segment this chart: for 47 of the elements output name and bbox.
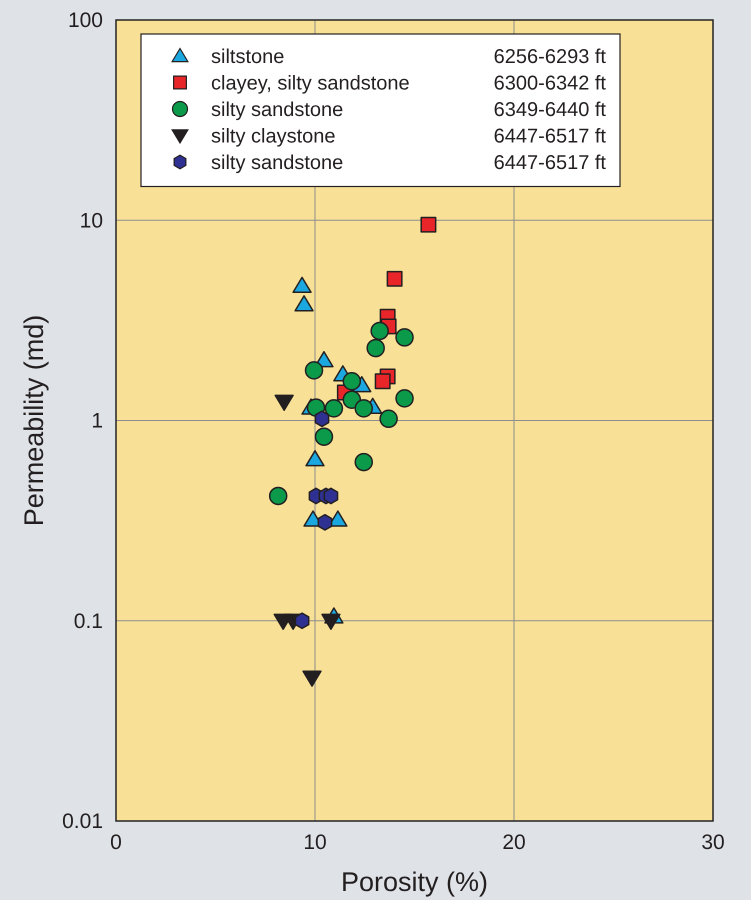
y-tick-label: 1 <box>91 410 103 432</box>
legend-label: siltstone <box>211 46 284 68</box>
point <box>379 410 398 428</box>
point <box>370 322 389 340</box>
point <box>354 399 374 418</box>
y-tick-label: 100 <box>68 9 103 32</box>
point <box>305 450 325 466</box>
point <box>420 216 436 233</box>
point <box>354 452 374 472</box>
y-tick-label: 10 <box>80 209 103 232</box>
point <box>342 372 362 391</box>
point <box>274 394 294 412</box>
legend-label: clayey, silty sandstone <box>211 72 410 94</box>
legend-label: silty claystone <box>211 126 336 148</box>
point <box>395 328 414 347</box>
point <box>342 390 362 409</box>
point <box>292 276 312 294</box>
y-axis-title: Permeability (md) <box>19 314 49 526</box>
point <box>314 427 334 446</box>
annotation: 6349-6440 ft <box>494 99 606 121</box>
point <box>314 410 330 428</box>
point <box>386 270 403 287</box>
point <box>318 514 332 531</box>
point <box>302 670 322 687</box>
x-tick-label: 30 <box>701 831 725 854</box>
point <box>395 389 414 408</box>
annotation: 6256-6293 ft <box>494 46 606 68</box>
point <box>294 295 314 312</box>
x-axis-title: Porosity (%) <box>340 867 488 897</box>
x-tick-label: 10 <box>303 831 327 854</box>
point <box>268 486 288 506</box>
annotation: 6447-6517 ft <box>494 126 606 148</box>
point <box>324 399 344 418</box>
point <box>304 361 324 380</box>
point <box>294 612 310 630</box>
point <box>321 614 341 630</box>
legend-label: silty sandstone <box>211 99 344 121</box>
annotation: 6447-6517 ft <box>494 152 606 174</box>
x-tick-label: 20 <box>502 831 526 854</box>
x-tick-label: 0 <box>110 831 122 854</box>
point <box>374 373 391 390</box>
legend-label: silty sandstone <box>211 152 344 174</box>
y-tick-label: 0.01 <box>62 810 103 833</box>
annotation: 6300-6342 ft <box>494 72 606 94</box>
point <box>324 488 338 504</box>
point <box>366 338 385 358</box>
y-tick-label: 0.1 <box>74 610 103 633</box>
